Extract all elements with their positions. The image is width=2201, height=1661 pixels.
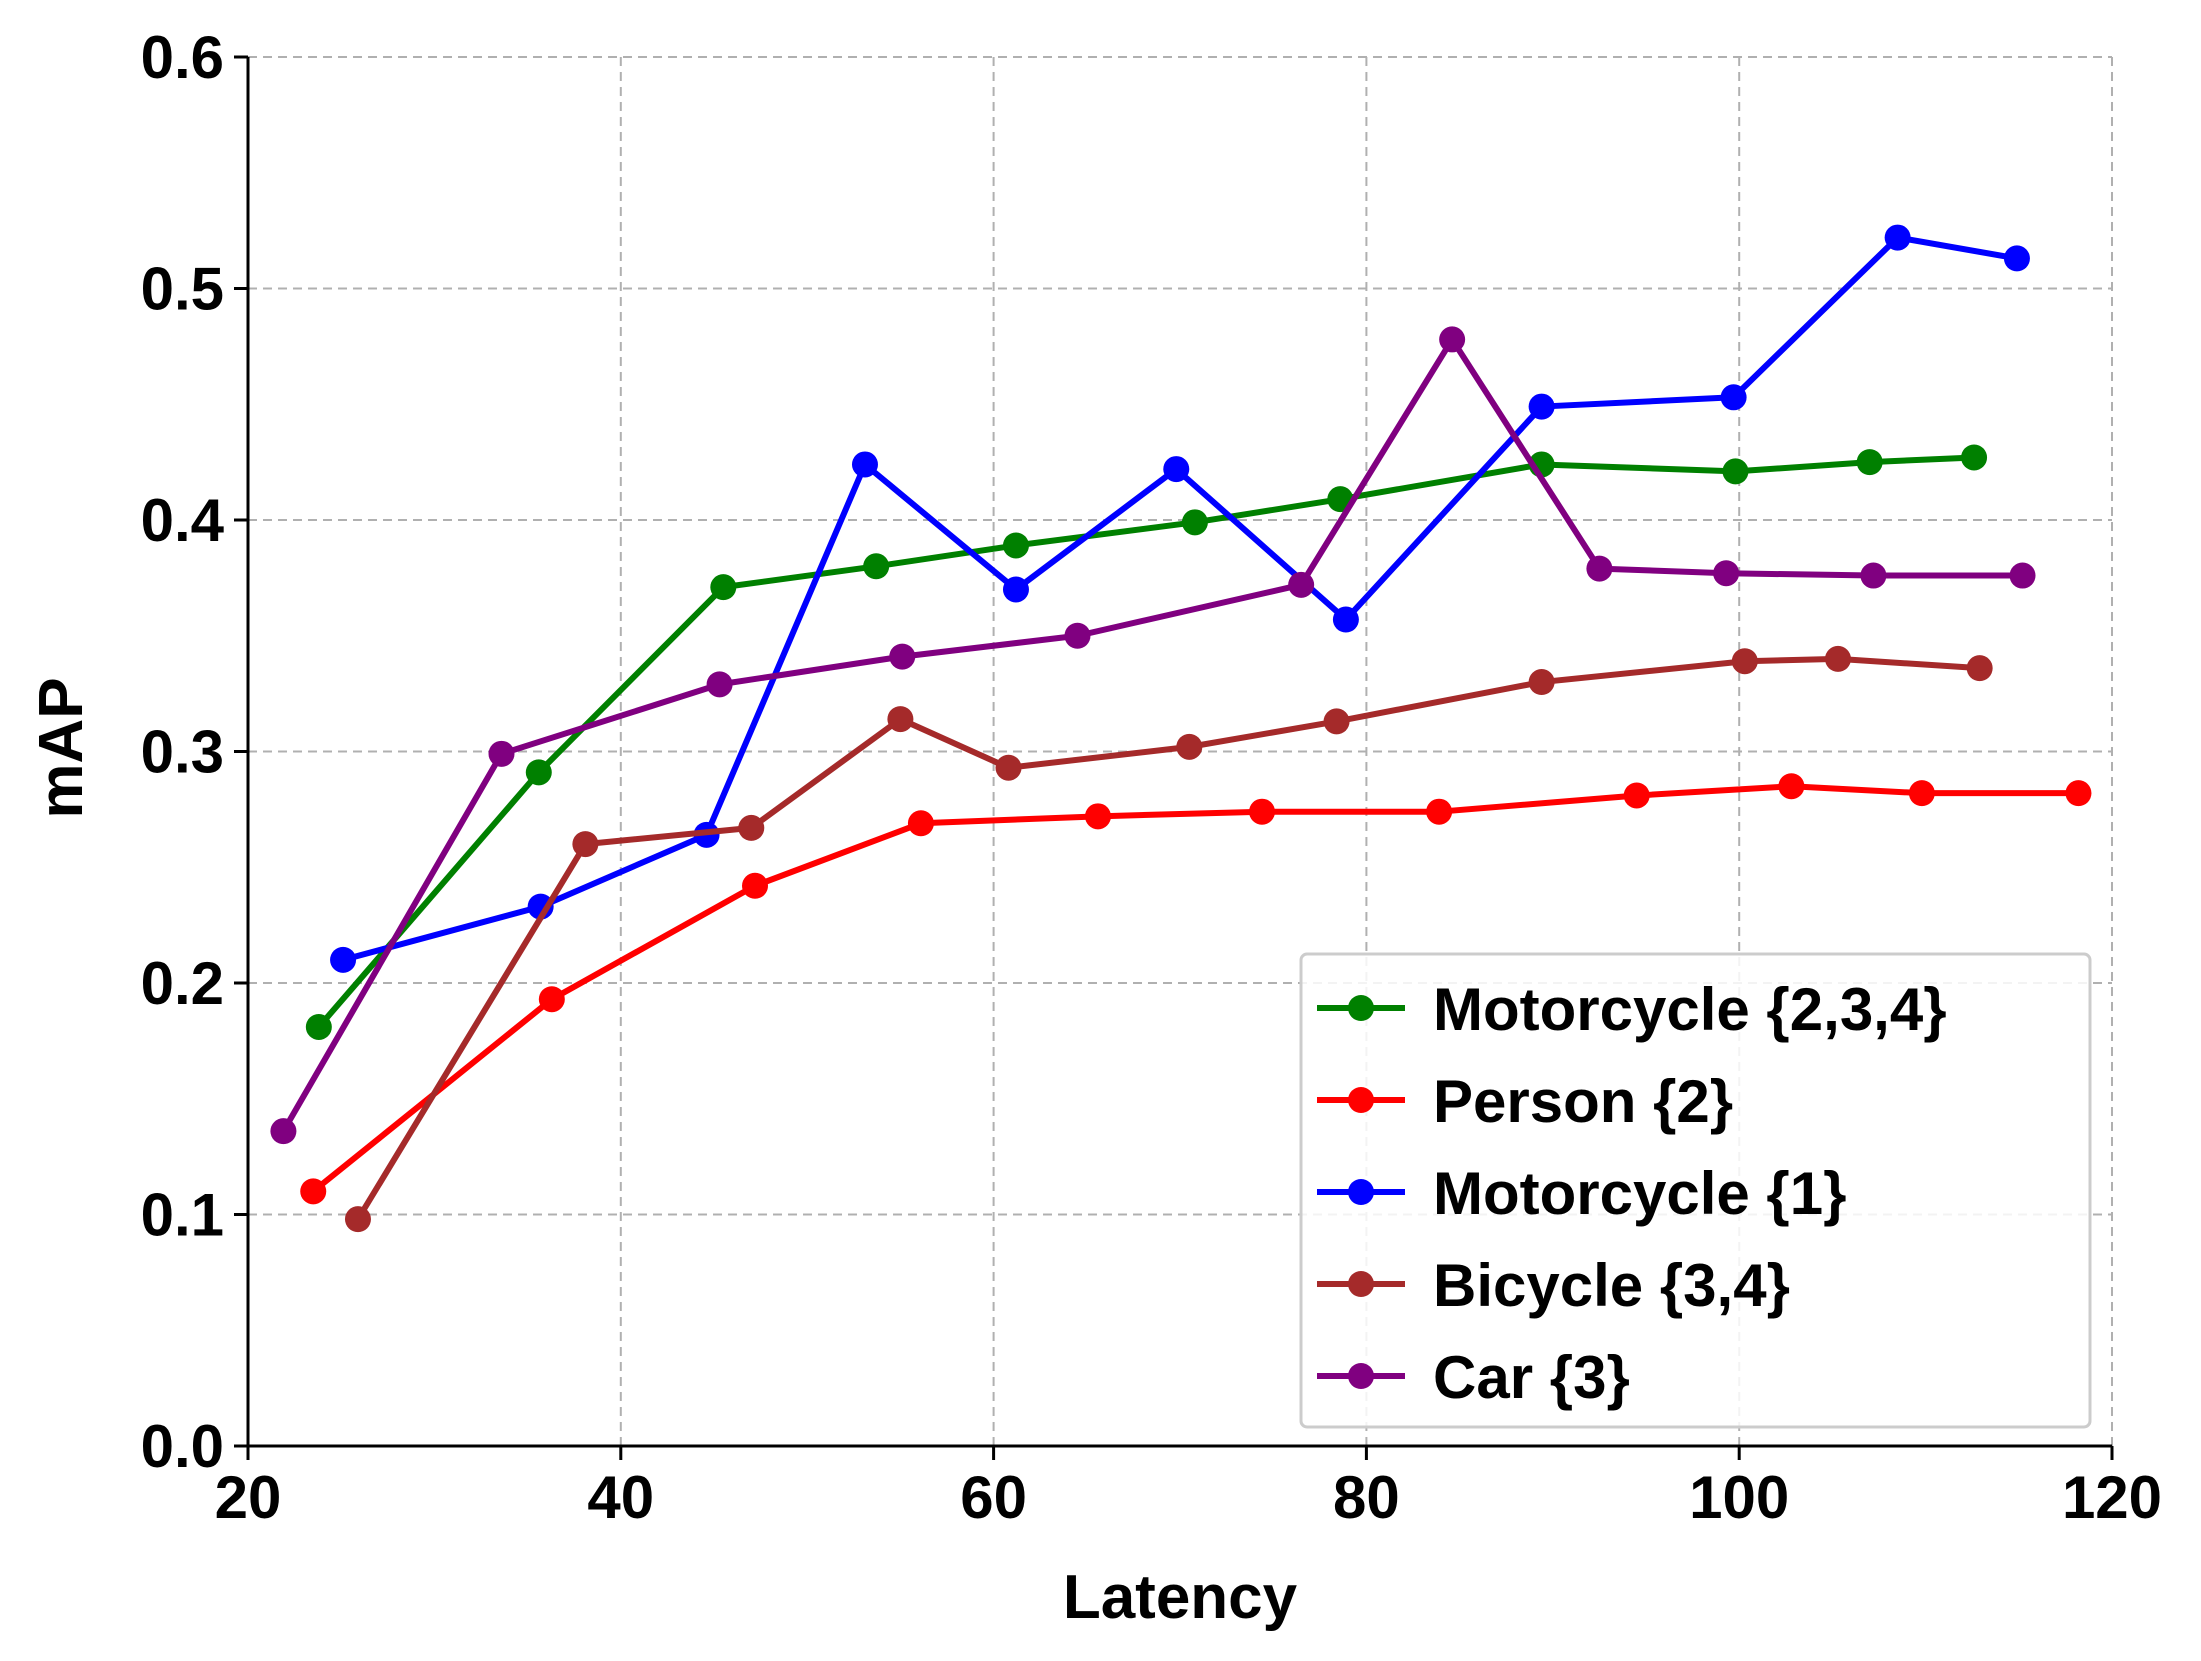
y-tick-label: 0.4 — [141, 487, 225, 554]
legend-label: Person {2} — [1433, 1068, 1733, 1135]
x-tick-label: 40 — [587, 1464, 654, 1531]
data-point — [525, 759, 552, 786]
legend-label: Car {3} — [1433, 1344, 1630, 1411]
data-point — [889, 643, 916, 670]
series-group — [300, 773, 2092, 1205]
data-point — [1720, 384, 1747, 411]
x-tick-label: 60 — [960, 1464, 1027, 1531]
data-point — [1722, 458, 1749, 485]
data-point — [1824, 645, 1851, 672]
data-point — [1966, 655, 1993, 682]
data-point — [887, 706, 914, 733]
x-axis-label: Latency — [1063, 1563, 1298, 1632]
x-tick-label: 80 — [1333, 1464, 1400, 1531]
data-point — [863, 553, 890, 580]
data-point — [2009, 562, 2036, 589]
data-point — [330, 946, 357, 973]
data-point — [527, 893, 554, 920]
data-point — [1884, 224, 1911, 251]
data-point — [851, 451, 878, 478]
series-layer — [270, 224, 2092, 1233]
data-point — [1426, 798, 1453, 825]
data-point — [538, 986, 565, 1013]
series-group — [344, 645, 1993, 1233]
data-point — [1731, 648, 1758, 675]
x-tick-label: 100 — [1689, 1464, 1789, 1531]
data-point — [1528, 669, 1555, 696]
x-tick-label: 120 — [2062, 1464, 2162, 1531]
legend: Motorcycle {2,3,4} Person {2} Motorcycle {… — [1299, 952, 2092, 1429]
legend-marker — [1348, 1363, 1374, 1389]
data-point — [1002, 532, 1029, 559]
data-point — [305, 1013, 332, 1040]
y-tick-label: 0.0 — [141, 1413, 224, 1480]
x-tick-label: 20 — [215, 1464, 282, 1531]
data-point — [706, 671, 733, 698]
series-group — [305, 444, 1988, 1040]
data-point — [907, 810, 934, 837]
data-point — [1860, 562, 1887, 589]
legend-marker — [1348, 1179, 1374, 1205]
data-point — [1084, 803, 1111, 830]
series-group — [270, 326, 2036, 1145]
data-point — [742, 872, 769, 899]
legend-marker — [1348, 1087, 1374, 1113]
legend-marker — [1348, 995, 1374, 1021]
y-tick-label: 0.2 — [141, 950, 224, 1017]
data-point — [2003, 245, 2030, 272]
data-point — [1586, 555, 1613, 582]
data-point — [1249, 798, 1276, 825]
data-point — [1288, 571, 1315, 598]
data-point — [488, 740, 515, 767]
data-point — [738, 814, 765, 841]
data-point — [1439, 326, 1466, 353]
data-point — [270, 1118, 297, 1145]
data-point — [1323, 708, 1350, 735]
y-tick-label: 0.3 — [141, 719, 224, 786]
data-point — [1528, 393, 1555, 420]
data-point — [1002, 576, 1029, 603]
data-point — [300, 1178, 327, 1205]
series-line — [316, 454, 1975, 1029]
data-point — [1176, 733, 1203, 760]
data-point — [1713, 560, 1740, 587]
legend-box — [1299, 952, 2092, 1429]
data-point — [1332, 606, 1359, 633]
data-point — [1856, 449, 1883, 476]
data-point — [572, 831, 599, 858]
data-point — [2065, 780, 2092, 807]
y-tick-label: 0.6 — [141, 24, 224, 91]
data-point — [1908, 780, 1935, 807]
data-point — [1064, 622, 1091, 649]
series-group — [330, 224, 2030, 973]
data-point — [1623, 782, 1650, 809]
legend-label: Motorcycle {1} — [1433, 1160, 1847, 1227]
y-axis-label: mAP — [27, 677, 96, 818]
axes-layer: 20 40 60 80 100 120 0.0 0.1 0.2 0.3 0.4 0.5 0.6 — [141, 24, 2162, 1531]
data-point — [1778, 773, 1805, 800]
legend-label: Bicycle {3,4} — [1433, 1252, 1790, 1319]
y-tick-label: 0.1 — [141, 1182, 224, 1249]
data-point — [1163, 456, 1190, 483]
data-point — [1961, 444, 1988, 471]
data-point — [710, 574, 737, 601]
y-tick-label: 0.5 — [141, 256, 224, 323]
legend-marker — [1348, 1271, 1374, 1297]
data-point — [995, 754, 1022, 781]
legend-label: Motorcycle {2,3,4} — [1433, 976, 1947, 1043]
data-point — [344, 1206, 371, 1233]
data-point — [1181, 509, 1208, 536]
